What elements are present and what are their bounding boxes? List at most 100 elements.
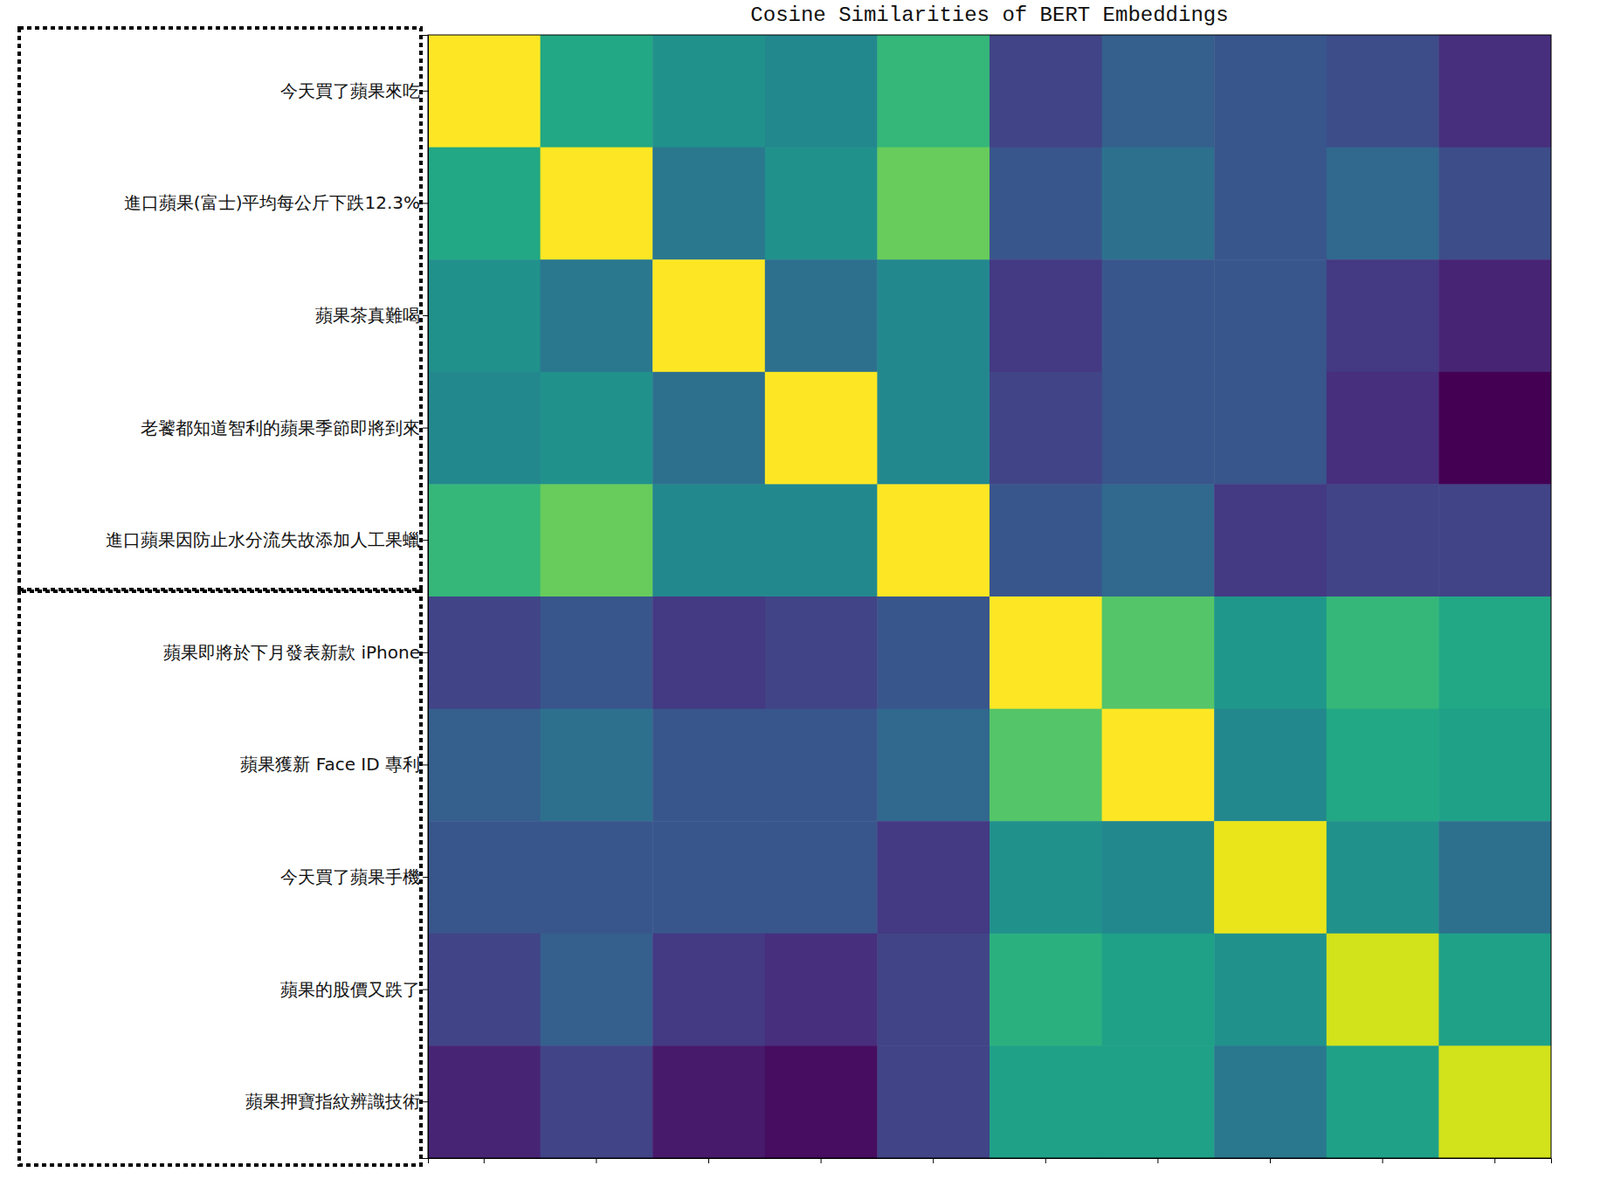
heatmap-cell [1213, 259, 1327, 373]
tick-mark [422, 876, 428, 878]
heatmap-cell [652, 1045, 766, 1159]
tick [1494, 1158, 1496, 1164]
tick-mark [422, 315, 428, 317]
heatmap-cell [876, 372, 990, 485]
tick-mark [422, 539, 428, 541]
tick-mark [595, 1158, 597, 1164]
heatmap-cell [765, 709, 878, 822]
heatmap-cell [540, 596, 654, 710]
heatmap-cell [765, 34, 878, 148]
tick-mark [422, 989, 428, 991]
heatmap-cell [1213, 596, 1327, 710]
heatmap-cell [1438, 147, 1552, 261]
heatmap-cell [1326, 259, 1440, 373]
tick: 老饕都知道智利的蘋果季節即將到來 [140, 417, 428, 439]
heatmap-cell [540, 34, 654, 148]
heatmap-cell [540, 372, 654, 485]
heatmap-cell [1438, 709, 1552, 822]
heatmap-cell [989, 596, 1103, 710]
tick-mark [1382, 1158, 1384, 1164]
heatmap-cell [1213, 933, 1327, 1047]
tick-label: 蘋果獲新 Face ID 專利 [240, 753, 421, 775]
tick-mark [422, 652, 428, 654]
heatmap-cell [876, 259, 990, 373]
heatmap-cell [652, 483, 766, 597]
heatmap-cell [1326, 596, 1440, 710]
heatmap-cell [1326, 147, 1440, 261]
tick [595, 1158, 597, 1164]
tick: 今天買了蘋果手機 [280, 866, 428, 888]
heatmap-cell [652, 596, 766, 710]
heatmap-cell [876, 147, 990, 261]
heatmap-cell [1213, 372, 1327, 485]
heatmap-cell [1213, 1045, 1327, 1159]
heatmap-cell [1438, 1045, 1552, 1159]
heatmap-cell [989, 820, 1103, 934]
heatmap-cell [1326, 483, 1440, 597]
heatmap-cell [876, 34, 990, 148]
heatmap-cell [540, 483, 654, 597]
heatmap-cell [540, 820, 654, 934]
chart: 今天買了蘋果來吃進口蘋果(富士)平均每公斤下跌12.3%蘋果茶真難喝老饕都知道智… [0, 0, 1600, 1193]
heatmap-cell [427, 820, 541, 934]
heatmap-cell [1326, 820, 1440, 934]
heatmap-cell [1438, 372, 1552, 485]
heatmap-cell [765, 147, 878, 261]
y-axis: 今天買了蘋果來吃進口蘋果(富士)平均每公斤下跌12.3%蘋果茶真難喝老饕都知道智… [105, 35, 429, 1159]
heatmap-cell [765, 372, 878, 485]
heatmap-cell [1102, 596, 1215, 710]
heatmap-cell [989, 34, 1103, 148]
tick-mark [820, 1158, 822, 1164]
heatmap-cell [1438, 933, 1552, 1047]
heatmap-cell [989, 483, 1103, 597]
heatmap-cell [876, 1045, 990, 1159]
heatmap-cell [540, 147, 654, 261]
tick [1157, 1158, 1159, 1164]
x-axis [428, 1158, 1552, 1164]
tick-mark [1157, 1158, 1159, 1164]
tick-label: 今天買了蘋果來吃 [280, 80, 421, 102]
tick: 進口蘋果(富士)平均每公斤下跌12.3% [124, 192, 428, 214]
tick-mark [422, 1101, 428, 1103]
heatmap-cell [989, 259, 1103, 373]
heatmap-cell [1102, 34, 1215, 148]
tick [708, 1158, 710, 1164]
title: Cosine Similarities of BERT Embeddings [750, 3, 1228, 28]
heatmap-cell [427, 709, 541, 822]
heatmap-cell [427, 1045, 541, 1159]
group-box [19, 589, 421, 1166]
heatmap-cell [1102, 259, 1215, 373]
cells [427, 34, 1552, 1159]
heatmap-cell [765, 483, 878, 597]
heatmap-cell [652, 933, 766, 1047]
heatmap-cell [765, 933, 878, 1047]
plot-frame [427, 34, 1552, 1159]
heatmap-cell [989, 933, 1103, 1047]
heatmap-cell [1213, 147, 1327, 261]
tick-mark [422, 764, 428, 766]
heatmap-cell [652, 820, 766, 934]
heatmap-cell [427, 483, 541, 597]
tick-mark [422, 90, 428, 92]
tick: 今天買了蘋果來吃 [280, 80, 428, 102]
heatmap-cell [876, 596, 990, 710]
heatmap-cell [540, 259, 654, 373]
heatmap-cell [1438, 483, 1552, 597]
heatmap-cell [1102, 372, 1215, 485]
heatmap-cell [1102, 820, 1215, 934]
tick-label: 老饕都知道智利的蘋果季節即將到來 [140, 417, 421, 439]
tick-mark [1045, 1158, 1047, 1164]
heatmap-cell [540, 1045, 654, 1159]
heatmap-cell [1326, 372, 1440, 485]
tick-label: 蘋果即將於下月發表新款 iPhone [163, 641, 421, 663]
heatmap-cell [876, 933, 990, 1047]
heatmap-cell [427, 147, 541, 261]
tick-label: 蘋果押寶指紋辨識技術 [245, 1090, 421, 1112]
tick-label: 進口蘋果(富士)平均每公斤下跌12.3% [124, 192, 421, 214]
tick-mark [1269, 1158, 1271, 1164]
heatmap-cell [652, 709, 766, 822]
tick-mark [422, 427, 428, 429]
tick [1269, 1158, 1271, 1164]
tick-mark [483, 1158, 485, 1164]
tick: 進口蘋果因防止水分流失故添加人工果蠟 [105, 529, 428, 551]
